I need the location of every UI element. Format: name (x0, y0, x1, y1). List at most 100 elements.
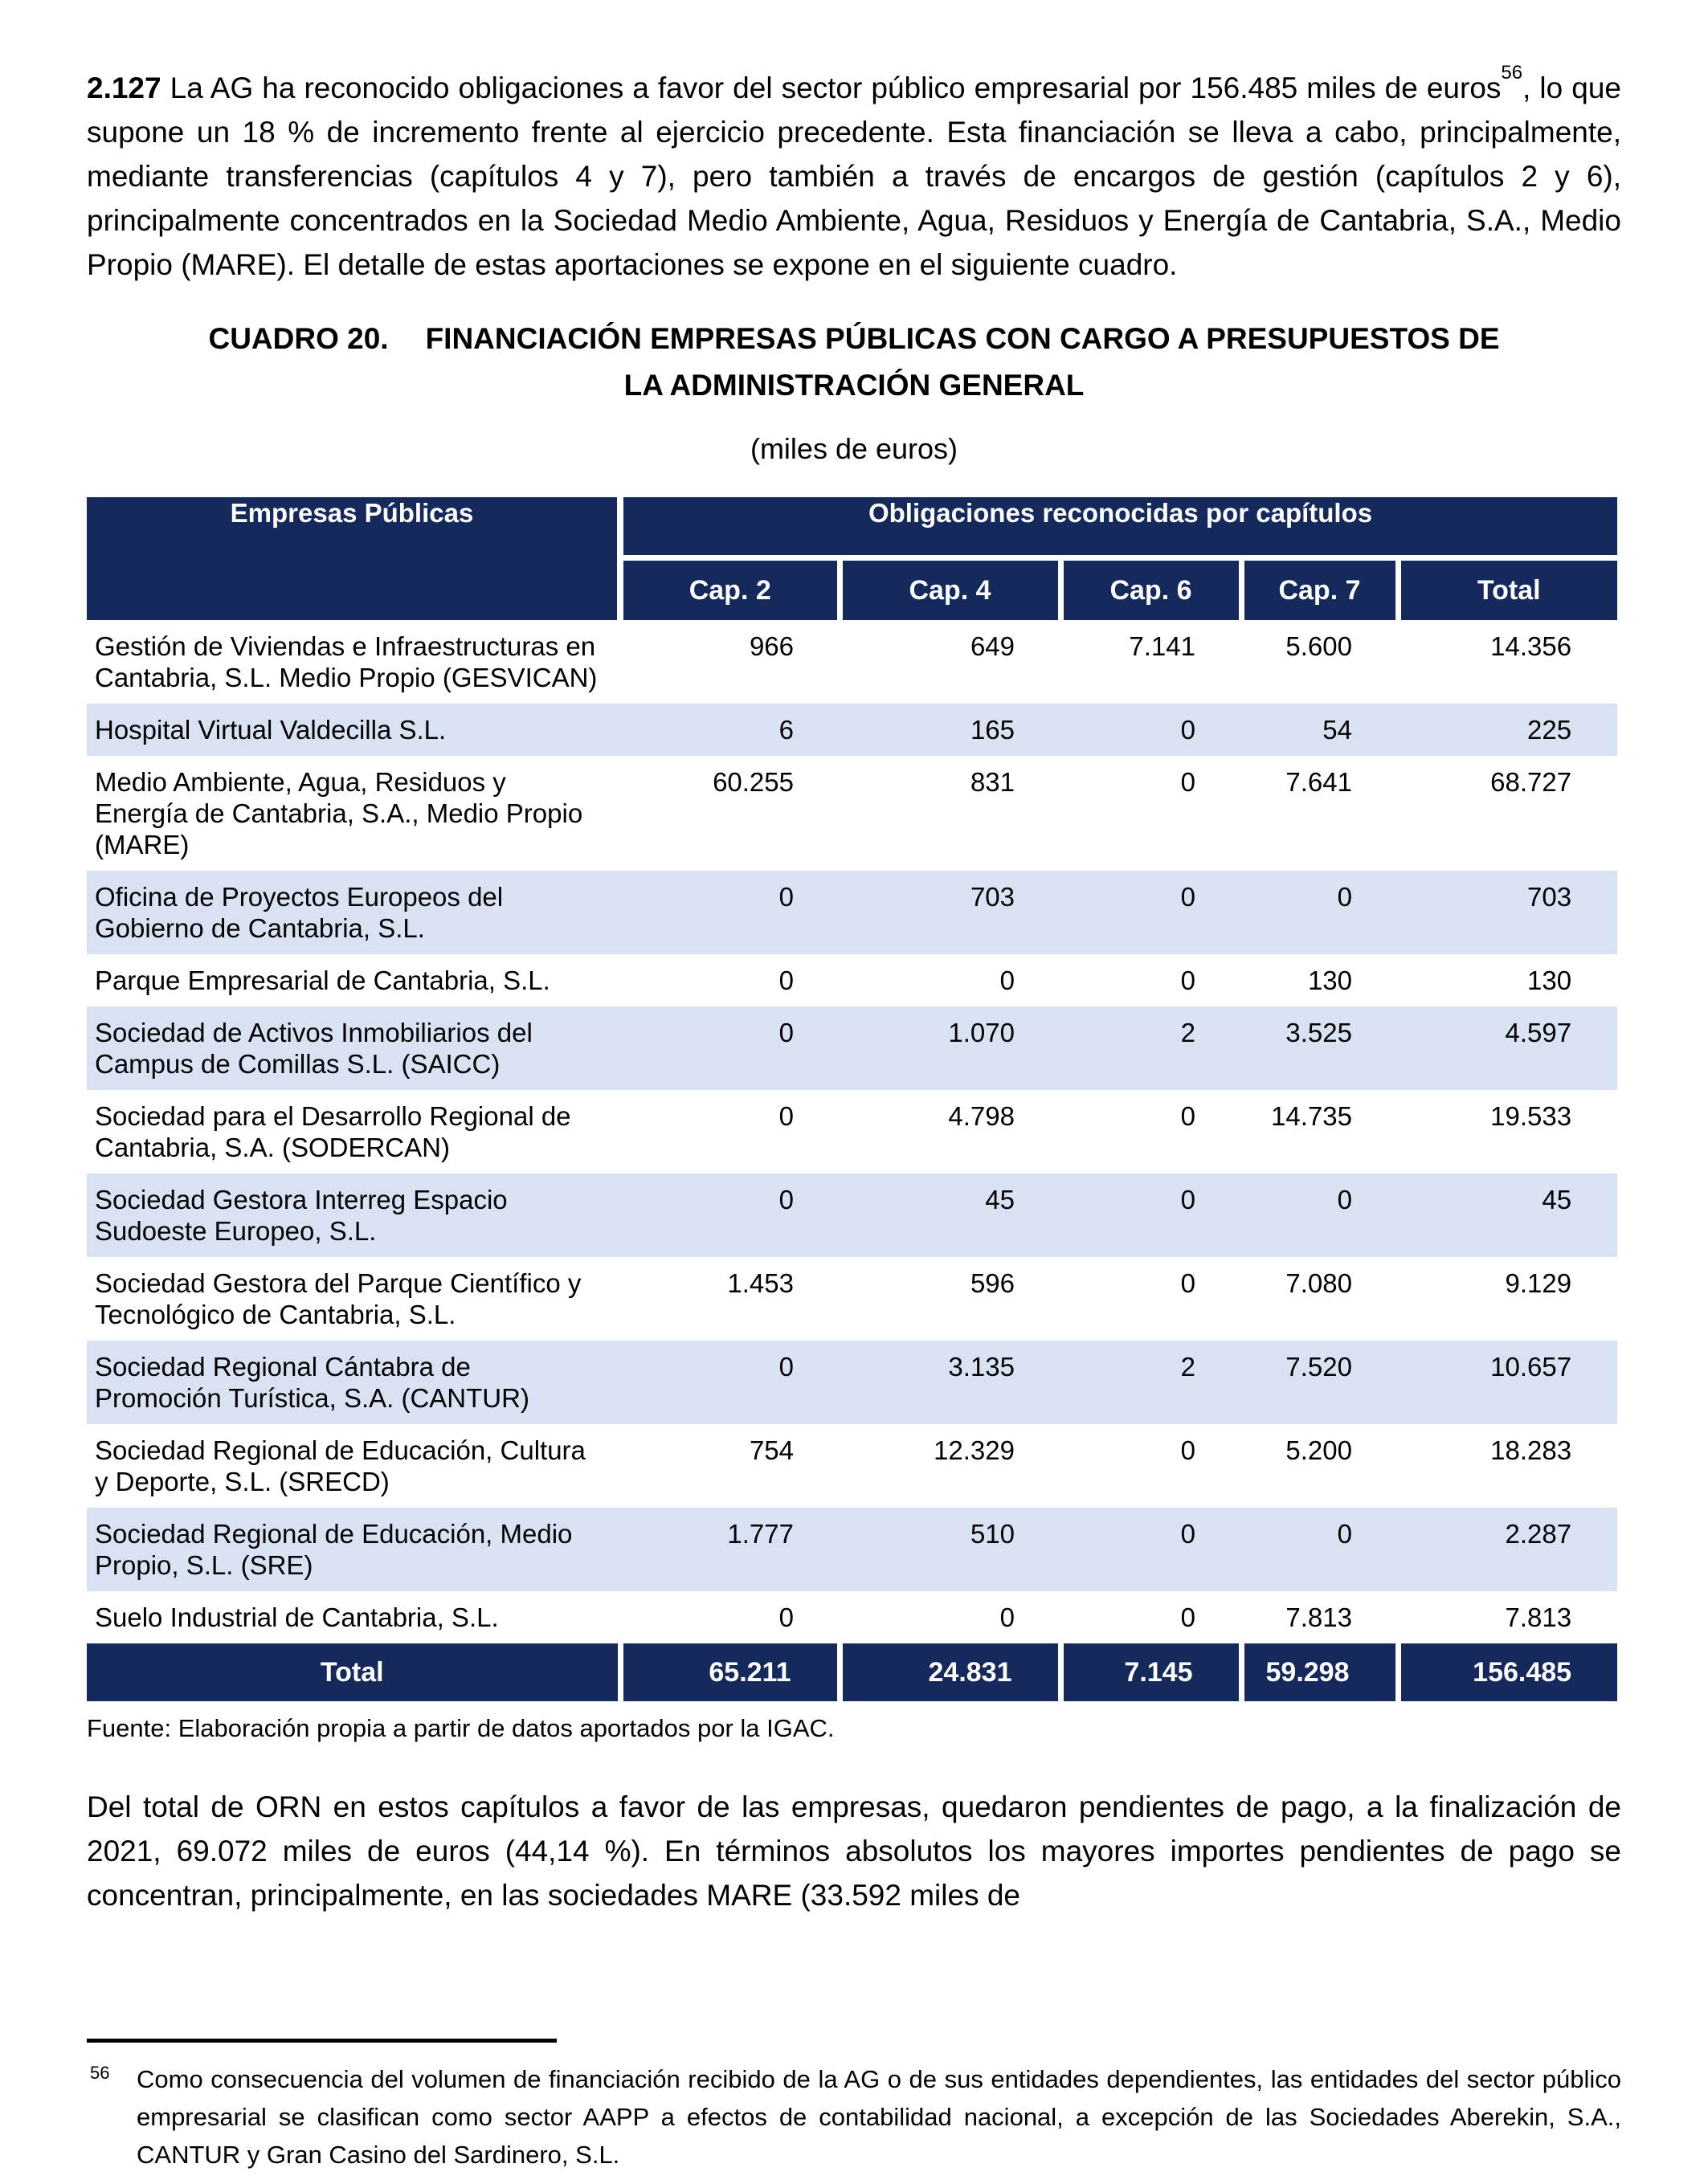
value-cell: 7.641 (1285, 767, 1352, 797)
value-cell: 0 (999, 965, 1015, 995)
column-header: Total (1398, 557, 1618, 620)
table-row: Sociedad Gestora del Parque Científico y… (87, 1257, 1617, 1341)
column-header: Cap. 2 (620, 557, 843, 620)
caption-subtitle: (miles de euros) (750, 432, 958, 465)
table-row: Medio Ambiente, Agua, Residuos y Energía… (87, 756, 1617, 871)
value-cell: 2 (1180, 1018, 1195, 1047)
value-cell: 7.813 (1285, 1602, 1352, 1632)
value-cell: 0 (778, 965, 794, 995)
company-name-cell: Hospital Virtual Valdecilla S.L. (95, 715, 447, 745)
value-cell: 130 (1527, 965, 1572, 995)
value-cell: 649 (970, 631, 1015, 661)
column-group-header: Obligaciones reconocidas por capítulos (620, 497, 1618, 561)
value-cell: 7.080 (1285, 1268, 1352, 1298)
table-caption: CUADRO 20. FINANCIACIÓN EMPRESAS PÚBLICAS… (87, 316, 1621, 409)
table-row: Gestión de Viviendas e Infraestructuras … (87, 620, 1617, 704)
value-cell: 2.287 (1505, 1519, 1572, 1549)
footnote-ref: 56 (1501, 61, 1523, 84)
value-cell: 510 (970, 1519, 1015, 1549)
value-cell: 703 (970, 882, 1015, 912)
value-cell: 130 (1307, 965, 1352, 995)
value-cell: 0 (1180, 1185, 1195, 1214)
total-row: Total 65.211 24.831 7.145 59.298 156.485 (87, 1643, 1618, 1701)
company-name-cell: Sociedad Gestora del Parque Científico y… (95, 1268, 582, 1329)
value-cell: 0 (778, 1602, 794, 1632)
paragraph-2127: 2.127 La AG ha reconocido obligaciones a… (87, 63, 1621, 287)
value-cell: 6 (778, 715, 794, 745)
caption-title-line2: LA ADMINISTRACIÓN GENERAL (623, 369, 1085, 402)
value-cell: 9.129 (1505, 1268, 1572, 1298)
company-name-cell: Medio Ambiente, Agua, Residuos y Energía… (95, 767, 583, 859)
value-cell: 2 (1180, 1352, 1195, 1382)
value-cell: 831 (970, 767, 1015, 797)
value-cell: 754 (749, 1435, 794, 1465)
value-cell: 5.200 (1285, 1435, 1352, 1465)
table-row: Sociedad Regional de Educación, Medio Pr… (87, 1508, 1618, 1591)
value-cell: 0 (1337, 1185, 1352, 1214)
company-name-cell: Sociedad para el Desarrollo Regional de … (95, 1101, 571, 1162)
value-cell: 7.141 (1129, 631, 1195, 661)
table-row: Sociedad para el Desarrollo Regional de … (87, 1090, 1617, 1174)
paragraph-orn: Del total de ORN en estos capítulos a fa… (87, 1790, 1621, 1912)
value-cell: 10.657 (1490, 1352, 1572, 1382)
company-name-cell: Parque Empresarial de Cantabria, S.L. (95, 965, 550, 995)
value-cell: 1.453 (727, 1268, 794, 1298)
value-cell: 0 (1337, 1519, 1352, 1549)
column-header: Cap. 6 (1060, 557, 1244, 620)
caption-label: CUADRO 20. (208, 322, 389, 355)
total-value-cell: 24.831 (840, 1643, 1064, 1701)
caption-title-line1: FINANCIACIÓN EMPRESAS PÚBLICAS CON CARGO… (425, 322, 1500, 355)
value-cell: 14.356 (1490, 631, 1572, 661)
value-cell: 4.597 (1505, 1018, 1572, 1047)
value-cell: 19.533 (1490, 1101, 1572, 1131)
value-cell: 0 (1180, 1268, 1195, 1298)
header-row-group: Empresas Públicas Obligaciones reconocid… (87, 497, 1618, 620)
company-name-cell: Sociedad Regional de Educación, Medio Pr… (95, 1519, 573, 1580)
value-cell: 60.255 (713, 767, 794, 797)
company-name-cell: Sociedad Regional de Educación, Cultura … (95, 1435, 586, 1496)
value-cell: 68.727 (1490, 767, 1572, 797)
value-cell: 0 (778, 1101, 794, 1131)
footnote: 56 Como consecuencia del volumen de fina… (87, 2060, 1621, 2174)
table-row: Suelo Industrial de Cantabria, S.L. 0 0 0 7.… (87, 1591, 1617, 1643)
paragraph-text-start: La AG ha reconocido obligaciones a favor… (161, 71, 1502, 104)
footnote-text: Como consecuencia del volumen de financi… (137, 2065, 1621, 2169)
table-row: Sociedad Regional de Educación, Cultura … (87, 1424, 1617, 1508)
value-cell: 45 (1542, 1185, 1572, 1214)
value-cell: 12.329 (934, 1435, 1015, 1465)
value-cell: 3.525 (1285, 1018, 1352, 1047)
value-cell: 1.070 (948, 1018, 1015, 1047)
paragraph-text-end: , lo que supone un 18 % de incremento fr… (87, 71, 1621, 281)
value-cell: 0 (1180, 1101, 1195, 1131)
footnote-block: 56 Como consecuencia del volumen de fina… (87, 2039, 1621, 2174)
value-cell: 14.735 (1271, 1101, 1352, 1131)
value-cell: 0 (999, 1602, 1015, 1632)
value-cell: 0 (778, 1352, 794, 1382)
table-body: Gestión de Viviendas e Infraestructuras … (87, 620, 1618, 1643)
company-name-cell: Sociedad Gestora Interreg Espacio Sudoes… (95, 1185, 508, 1246)
subheader-row: Cap. 2 Cap. 4 Cap. 6 Cap. 7 Total (87, 557, 1618, 620)
value-cell: 0 (1337, 882, 1352, 912)
value-cell: 0 (1180, 715, 1195, 745)
company-name-cell: Oficina de Proyectos Europeos del Gobier… (95, 882, 504, 943)
value-cell: 225 (1527, 715, 1572, 745)
value-cell: 596 (970, 1268, 1015, 1298)
value-cell: 0 (778, 1018, 794, 1047)
value-cell: 0 (778, 882, 794, 912)
total-value-cell: 65.211 (620, 1643, 843, 1701)
paragraph-number: 2.127 (87, 71, 161, 104)
value-cell: 0 (1180, 767, 1195, 797)
column-header: Cap. 7 (1241, 557, 1401, 620)
table-row: Sociedad Regional Cántabra de Promoción … (87, 1341, 1618, 1424)
value-cell: 7.813 (1505, 1602, 1572, 1632)
table-row: Sociedad de Activos Inmobiliarios del Ca… (87, 1006, 1618, 1090)
value-cell: 18.283 (1490, 1435, 1572, 1465)
value-cell: 7.520 (1285, 1352, 1352, 1382)
value-cell: 3.135 (948, 1352, 1015, 1382)
total-value-cell: 7.145 (1060, 1643, 1244, 1701)
value-cell: 5.600 (1285, 631, 1352, 661)
value-cell: 4.798 (948, 1101, 1015, 1131)
company-name-cell: Sociedad de Activos Inmobiliarios del Ca… (95, 1018, 533, 1079)
total-value-cell: 59.298 (1241, 1643, 1401, 1701)
table-row: Hospital Virtual Valdecilla S.L. 6 165 0 54 2… (87, 704, 1618, 756)
